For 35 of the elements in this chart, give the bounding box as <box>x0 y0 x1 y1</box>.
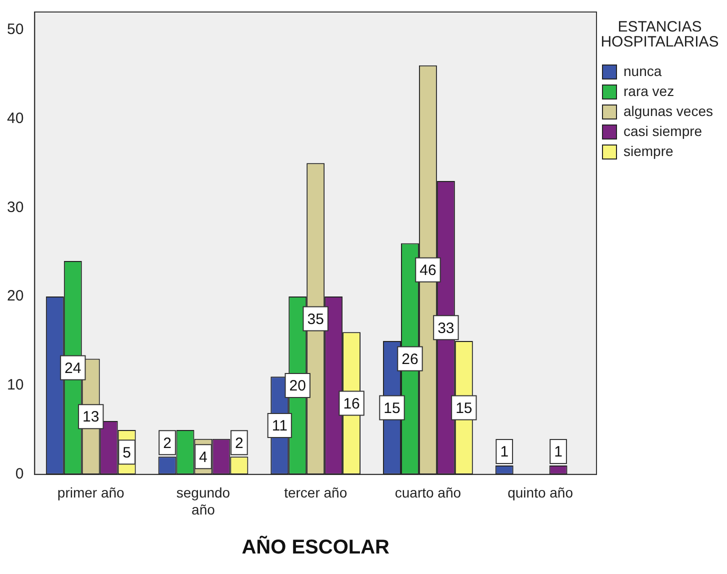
data-label: 46 <box>420 262 436 280</box>
legend-title: ESTANCIAS HOSPITALARIAS <box>600 18 719 51</box>
data-label: 4 <box>199 448 208 466</box>
data-label: 1 <box>500 444 509 461</box>
x-tick-label: cuarto año <box>394 484 462 501</box>
legend-label: nunca <box>623 62 662 79</box>
y-tick-label: 40 <box>6 110 24 127</box>
data-label: 2 <box>163 434 172 452</box>
data-label: 13 <box>82 408 100 426</box>
x-tick-label: tercer año <box>284 484 348 501</box>
legend-label: algunas veces <box>623 102 714 119</box>
y-tick-label: 0 <box>15 466 24 483</box>
y-tick-label: 20 <box>6 288 24 305</box>
legend-label: siempre <box>623 142 674 159</box>
data-label: 16 <box>343 395 360 412</box>
data-label: 26 <box>402 350 418 368</box>
data-label: 2 <box>235 434 244 452</box>
y-tick-label: 30 <box>6 198 24 216</box>
data-label: 15 <box>384 400 400 417</box>
data-label: 1 <box>554 444 562 461</box>
data-label: 15 <box>456 400 472 417</box>
y-tick-label: 50 <box>6 20 24 38</box>
data-label: 11 <box>272 418 288 435</box>
legend-label: casi siempre <box>623 122 702 139</box>
data-label: 35 <box>307 310 324 328</box>
y-tick-label: 10 <box>6 376 24 394</box>
x-axis-title: AÑO ESCOLAR <box>242 536 390 559</box>
data-label: 20 <box>289 378 306 395</box>
data-label: 24 <box>64 360 82 377</box>
data-label: 33 <box>438 320 454 337</box>
x-tick-label: quinto año <box>508 484 574 501</box>
data-label: 5 <box>122 444 131 462</box>
legend-label: rara vez <box>623 82 674 99</box>
x-tick-label: segundo año <box>176 484 230 518</box>
x-tick-label: primer año <box>57 484 125 501</box>
